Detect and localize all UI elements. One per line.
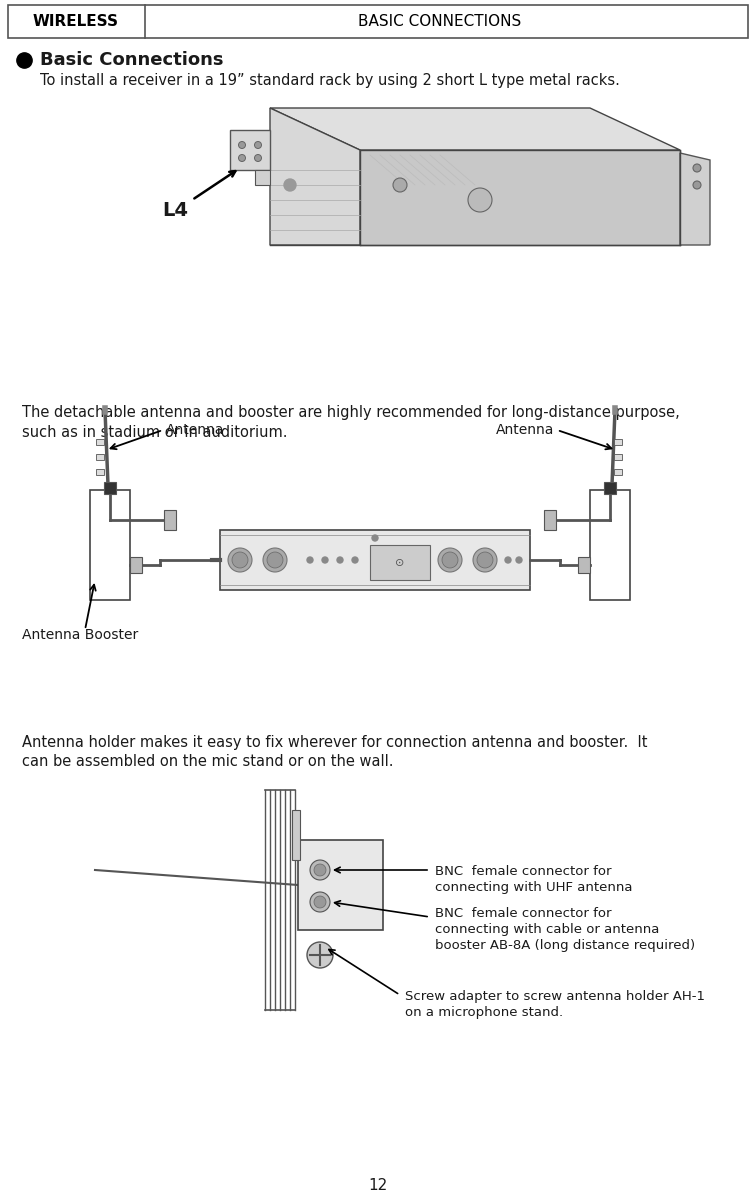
Circle shape	[352, 557, 358, 563]
Text: BNC  female connector for: BNC female connector for	[435, 907, 612, 920]
Text: Antenna Booster: Antenna Booster	[22, 629, 138, 642]
Text: Antenna holder makes it easy to fix wherever for connection antenna and booster.: Antenna holder makes it easy to fix wher…	[22, 735, 647, 749]
Circle shape	[438, 549, 462, 572]
Bar	[96, 468, 104, 474]
Circle shape	[238, 154, 246, 161]
Circle shape	[516, 557, 522, 563]
Polygon shape	[270, 108, 680, 151]
Bar	[604, 482, 616, 494]
Circle shape	[284, 179, 296, 191]
Circle shape	[505, 557, 511, 563]
Circle shape	[228, 549, 252, 572]
Circle shape	[314, 864, 326, 876]
Bar	[164, 510, 176, 531]
Bar	[90, 490, 130, 600]
Bar	[292, 810, 300, 860]
Text: Antenna: Antenna	[496, 423, 554, 437]
Circle shape	[267, 552, 283, 568]
Text: Screw adapter to screw antenna holder AH-1: Screw adapter to screw antenna holder AH…	[405, 989, 705, 1003]
Bar	[8, 5, 748, 38]
Text: booster AB-8A (long distance required): booster AB-8A (long distance required)	[435, 939, 695, 952]
Bar	[544, 510, 556, 531]
Text: Antenna: Antenna	[166, 423, 225, 437]
Circle shape	[468, 188, 492, 212]
Circle shape	[307, 942, 333, 968]
Text: To install a receiver in a 19” standard rack by using 2 short L type metal racks: To install a receiver in a 19” standard …	[40, 73, 620, 87]
Bar	[614, 439, 622, 445]
Circle shape	[263, 549, 287, 572]
Circle shape	[310, 860, 330, 880]
Text: ⊙: ⊙	[395, 558, 404, 568]
Text: WIRELESS: WIRELESS	[33, 13, 119, 29]
Polygon shape	[255, 170, 270, 185]
Bar	[614, 468, 622, 474]
Bar	[578, 557, 590, 572]
Circle shape	[693, 164, 701, 172]
Circle shape	[255, 141, 262, 148]
Bar	[614, 454, 622, 460]
Bar	[104, 482, 116, 494]
Circle shape	[473, 549, 497, 572]
Circle shape	[372, 535, 378, 541]
Text: The detachable antenna and booster are highly recommended for long-distance purp: The detachable antenna and booster are h…	[22, 404, 680, 419]
Circle shape	[442, 552, 458, 568]
Text: can be assembled on the mic stand or on the wall.: can be assembled on the mic stand or on …	[22, 754, 394, 770]
Text: BNC  female connector for: BNC female connector for	[435, 865, 612, 878]
Polygon shape	[230, 130, 270, 170]
Circle shape	[310, 891, 330, 912]
Bar	[590, 490, 630, 600]
Text: 12: 12	[368, 1177, 388, 1193]
Circle shape	[307, 557, 313, 563]
Text: connecting with cable or antenna: connecting with cable or antenna	[435, 923, 659, 936]
Bar	[130, 557, 142, 572]
Circle shape	[232, 552, 248, 568]
Text: such as in stadium or in auditorium.: such as in stadium or in auditorium.	[22, 424, 287, 440]
Polygon shape	[360, 151, 680, 245]
Polygon shape	[680, 153, 710, 245]
Text: connecting with UHF antenna: connecting with UHF antenna	[435, 881, 633, 894]
Bar	[220, 531, 530, 590]
Bar	[298, 840, 383, 930]
Circle shape	[255, 154, 262, 161]
Bar	[370, 545, 430, 580]
Circle shape	[477, 552, 493, 568]
Circle shape	[337, 557, 343, 563]
Circle shape	[314, 896, 326, 908]
Text: Basic Connections: Basic Connections	[40, 51, 224, 69]
Text: BASIC CONNECTIONS: BASIC CONNECTIONS	[358, 13, 522, 29]
Circle shape	[693, 180, 701, 189]
Bar	[96, 439, 104, 445]
Bar	[96, 454, 104, 460]
Text: L4: L4	[162, 201, 188, 220]
Circle shape	[393, 178, 407, 192]
Text: on a microphone stand.: on a microphone stand.	[405, 1006, 563, 1019]
Circle shape	[238, 141, 246, 148]
Circle shape	[322, 557, 328, 563]
Polygon shape	[270, 108, 360, 245]
